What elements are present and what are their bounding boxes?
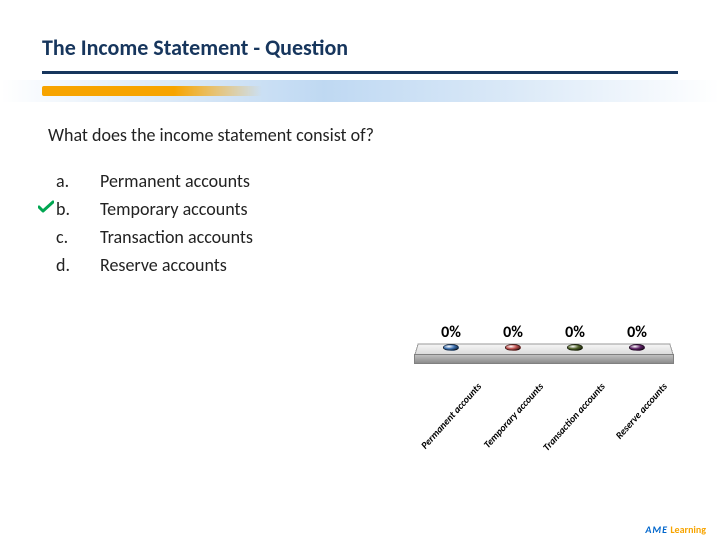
option-text: Permanent accounts <box>100 168 250 196</box>
poll-pct: 0% <box>489 323 537 342</box>
question-area: What does the income statement consist o… <box>0 102 720 280</box>
poll-pct: 0% <box>613 323 661 342</box>
poll-label: Transaction accounts <box>540 380 608 453</box>
option-letter: b. <box>56 196 100 224</box>
footer-brand: AME Learning <box>645 523 706 536</box>
option-row: b. Temporary accounts <box>56 196 720 224</box>
title-area: The Income Statement - Question <box>0 0 720 71</box>
platform-front <box>414 354 674 364</box>
option-letter: c. <box>56 224 100 252</box>
option-text: Reserve accounts <box>100 252 227 280</box>
poll-label: Reserve accounts <box>612 380 669 442</box>
poll-dot <box>443 344 459 351</box>
poll-dot <box>567 344 583 351</box>
poll-label: Temporary accounts <box>480 380 546 451</box>
poll-dot <box>629 344 645 351</box>
question-text: What does the income statement consist o… <box>48 124 720 146</box>
poll-platform <box>414 342 674 368</box>
option-row: c. Transaction accounts <box>56 224 720 252</box>
accent-bar <box>0 80 720 102</box>
page-title: The Income Statement - Question <box>42 34 720 61</box>
poll-labels: Permanent accounts Temporary accounts Tr… <box>414 380 674 480</box>
option-row: d. Reserve accounts <box>56 252 720 280</box>
poll-dot <box>505 344 521 351</box>
accent-orange-stripe <box>42 86 262 96</box>
poll-dots <box>414 344 674 351</box>
footer-brand-learning: Learning <box>670 523 706 536</box>
title-underline <box>42 71 678 74</box>
poll-percentages: 0% 0% 0% 0% <box>414 323 674 342</box>
poll-pct: 0% <box>427 323 475 342</box>
option-letter: d. <box>56 252 100 280</box>
checkmark-icon <box>38 200 54 214</box>
options-list: a. Permanent accounts b. Temporary accou… <box>56 168 720 280</box>
footer-brand-ame: AME <box>645 523 668 536</box>
option-row: a. Permanent accounts <box>56 168 720 196</box>
option-text: Transaction accounts <box>100 224 253 252</box>
option-text: Temporary accounts <box>100 196 248 224</box>
poll-chart: 0% 0% 0% 0% Permanent accounts Temporary… <box>414 323 674 480</box>
option-letter: a. <box>56 168 100 196</box>
poll-label: Permanent accounts <box>417 380 483 451</box>
poll-pct: 0% <box>551 323 599 342</box>
